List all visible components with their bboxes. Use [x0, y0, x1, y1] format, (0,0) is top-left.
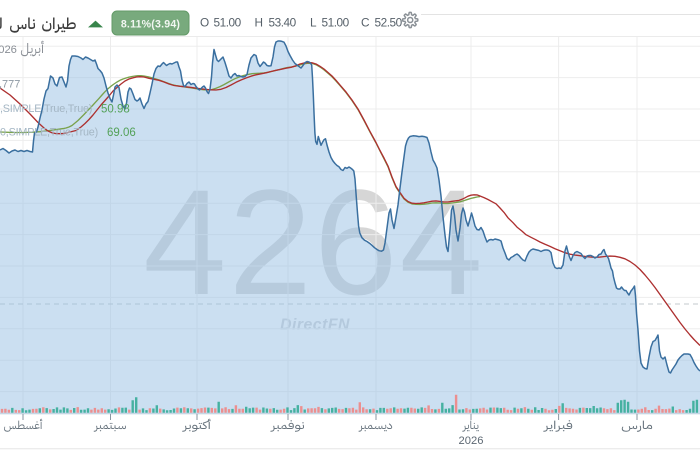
- svg-text:51.00: 51.00: [214, 15, 242, 29]
- svg-text:2026: 2026: [0, 44, 17, 56]
- svg-text:53.40: 53.40: [269, 15, 297, 29]
- svg-text:O: O: [200, 15, 209, 29]
- svg-text:,SIMPLE,True,True): ,SIMPLE,True,True): [0, 103, 92, 115]
- svg-text:52.50: 52.50: [375, 15, 403, 29]
- svg-text:,777: ,777: [0, 79, 20, 91]
- svg-text:8.11%(3.94): 8.11%(3.94): [121, 18, 180, 30]
- svg-text:69.06: 69.06: [107, 127, 136, 139]
- svg-text:0,SIMPLE,True,True): 0,SIMPLE,True,True): [0, 127, 98, 139]
- svg-text:L: L: [310, 15, 317, 29]
- svg-text:50.98: 50.98: [101, 104, 130, 116]
- svg-text:H: H: [255, 15, 263, 29]
- svg-text:51.00: 51.00: [322, 15, 350, 29]
- svg-text:C: C: [361, 15, 370, 29]
- svg-text:2026: 2026: [459, 435, 484, 447]
